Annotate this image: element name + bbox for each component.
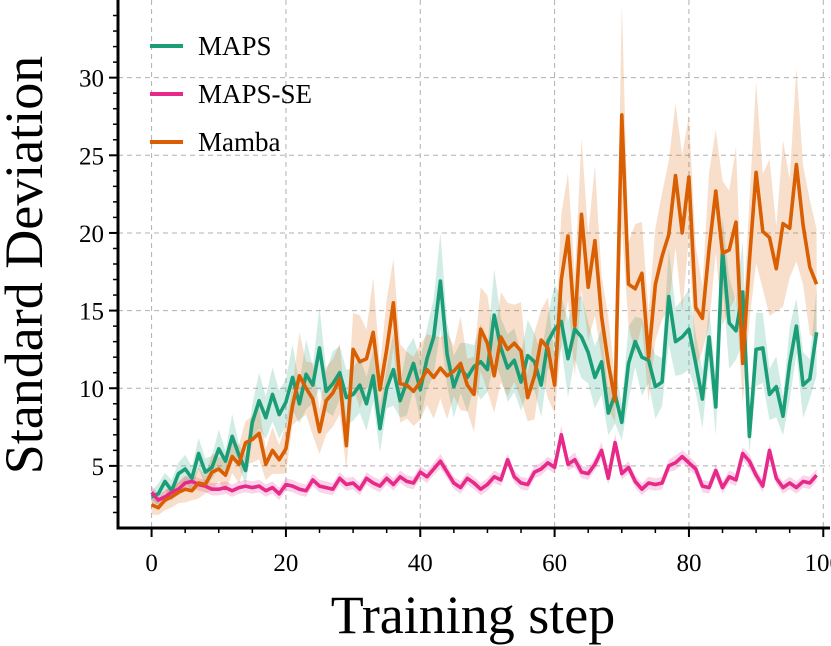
series-lines bbox=[150, 113, 819, 510]
series-line-maps-se bbox=[150, 432, 818, 502]
y-tick-label: 30 bbox=[79, 66, 104, 93]
x-tick-label: 60 bbox=[542, 550, 567, 577]
legend-label-maps-se: MAPS-SE bbox=[198, 79, 312, 109]
legend: MAPS MAPS-SE Mamba bbox=[150, 31, 312, 157]
x-tick-label: 100 bbox=[805, 550, 831, 577]
band-mamba bbox=[151, 3, 817, 516]
x-tick-label: 20 bbox=[273, 550, 298, 577]
y-axis-label: Standard Deviation bbox=[0, 56, 54, 474]
series-line-maps bbox=[150, 248, 819, 499]
legend-label-mamba: Mamba bbox=[198, 127, 280, 157]
y-tick-label: 20 bbox=[79, 221, 104, 248]
x-axis-label: Training step bbox=[331, 585, 616, 645]
x-tick-label: 80 bbox=[676, 550, 701, 577]
band-maps bbox=[151, 216, 817, 505]
y-tick-label: 15 bbox=[79, 299, 104, 326]
x-tick-label: 40 bbox=[408, 550, 433, 577]
axes bbox=[109, 0, 830, 537]
y-tick-label: 10 bbox=[79, 376, 104, 403]
y-tick-label: 25 bbox=[79, 143, 104, 170]
legend-label-maps: MAPS bbox=[198, 31, 272, 61]
tick-labels: 0 20 40 60 80 100 5 10 15 20 25 30 bbox=[79, 66, 831, 577]
x-tick-label: 0 bbox=[145, 550, 158, 577]
series-line-mamba bbox=[150, 113, 819, 510]
y-tick-label: 5 bbox=[92, 454, 105, 481]
